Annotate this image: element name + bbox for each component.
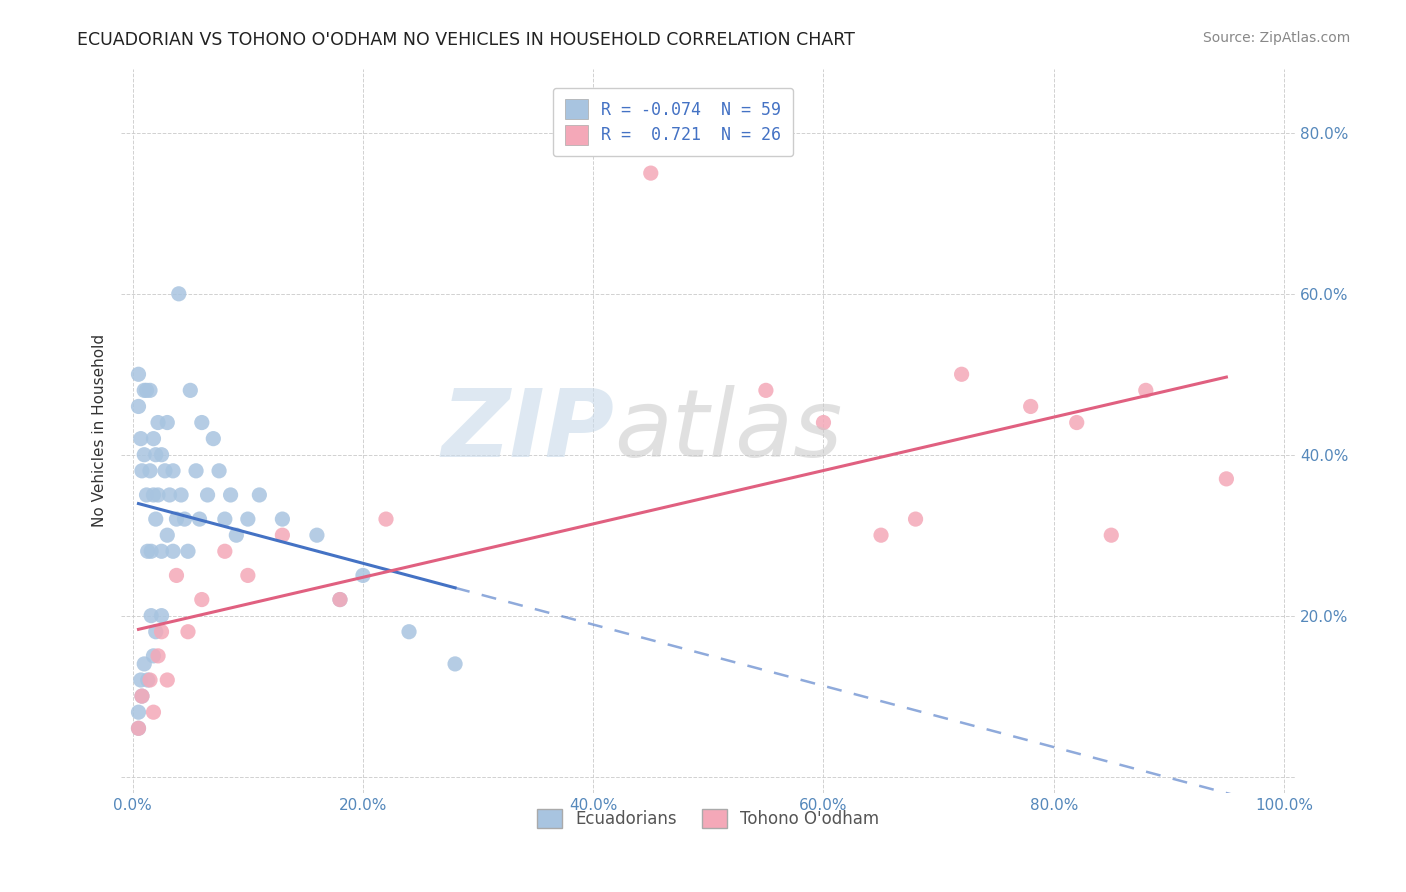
Point [127, 368, 149, 382]
Point [131, 464, 153, 478]
Point [134, 657, 156, 671]
Point [141, 544, 163, 558]
Point [150, 624, 173, 639]
Point [1099, 528, 1122, 542]
Point [755, 384, 778, 398]
Point [142, 488, 165, 502]
Point [156, 673, 179, 687]
Point [129, 673, 152, 687]
Point [177, 544, 200, 558]
Point [191, 592, 214, 607]
Point [813, 416, 835, 430]
Point [127, 721, 149, 735]
Point [150, 544, 173, 558]
Point [162, 544, 184, 558]
Point [142, 432, 165, 446]
Point [150, 448, 173, 462]
Point [197, 488, 219, 502]
Point [153, 464, 176, 478]
Point [142, 705, 165, 719]
Point [329, 592, 352, 607]
Point [247, 488, 270, 502]
Legend: Ecuadorians, Tohono O'odham: Ecuadorians, Tohono O'odham [530, 803, 886, 835]
Point [271, 512, 294, 526]
Point [141, 608, 163, 623]
Text: ZIP: ZIP [441, 384, 614, 476]
Point [271, 528, 294, 542]
Point [177, 624, 200, 639]
Point [236, 512, 259, 526]
Point [191, 416, 214, 430]
Point [135, 488, 157, 502]
Point [1135, 384, 1157, 398]
Point [398, 624, 420, 639]
Point [166, 568, 188, 582]
Point [870, 528, 893, 542]
Text: ECUADORIAN VS TOHONO O'ODHAM NO VEHICLES IN HOUSEHOLD CORRELATION CHART: ECUADORIAN VS TOHONO O'ODHAM NO VEHICLES… [77, 31, 855, 49]
Point [134, 384, 156, 398]
Point [150, 608, 173, 623]
Point [131, 689, 153, 703]
Point [129, 432, 152, 446]
Point [214, 544, 236, 558]
Point [127, 721, 149, 735]
Point [139, 384, 162, 398]
Point [159, 488, 181, 502]
Point [146, 648, 169, 663]
Point [127, 705, 149, 719]
Point [1019, 400, 1042, 414]
Point [145, 448, 167, 462]
Point [146, 416, 169, 430]
Point [904, 512, 927, 526]
Point [139, 673, 162, 687]
Point [950, 368, 973, 382]
Point [127, 400, 149, 414]
Point [202, 432, 225, 446]
Point [136, 544, 159, 558]
Point [329, 592, 352, 607]
Point [166, 512, 188, 526]
Point [162, 464, 184, 478]
Point [1215, 472, 1237, 486]
Point [236, 568, 259, 582]
Point [375, 512, 398, 526]
Point [219, 488, 242, 502]
Point [188, 512, 211, 526]
Point [1066, 416, 1088, 430]
Point [156, 416, 179, 430]
Point [225, 528, 247, 542]
Point [146, 488, 169, 502]
Point [167, 286, 190, 301]
Point [145, 624, 167, 639]
Point [179, 384, 201, 398]
Point [214, 512, 236, 526]
Point [170, 488, 193, 502]
Point [173, 512, 195, 526]
Point [640, 166, 662, 180]
Point [444, 657, 467, 671]
Point [135, 384, 157, 398]
Point [131, 689, 153, 703]
Y-axis label: No Vehicles in Household: No Vehicles in Household [93, 334, 107, 527]
Point [184, 464, 207, 478]
Text: Source: ZipAtlas.com: Source: ZipAtlas.com [1202, 31, 1350, 45]
Point [139, 464, 162, 478]
Point [305, 528, 328, 542]
Point [134, 448, 156, 462]
Point [145, 512, 167, 526]
Text: atlas: atlas [614, 385, 842, 476]
Point [352, 568, 374, 582]
Point [156, 528, 179, 542]
Point [136, 673, 159, 687]
Point [208, 464, 231, 478]
Point [142, 648, 165, 663]
